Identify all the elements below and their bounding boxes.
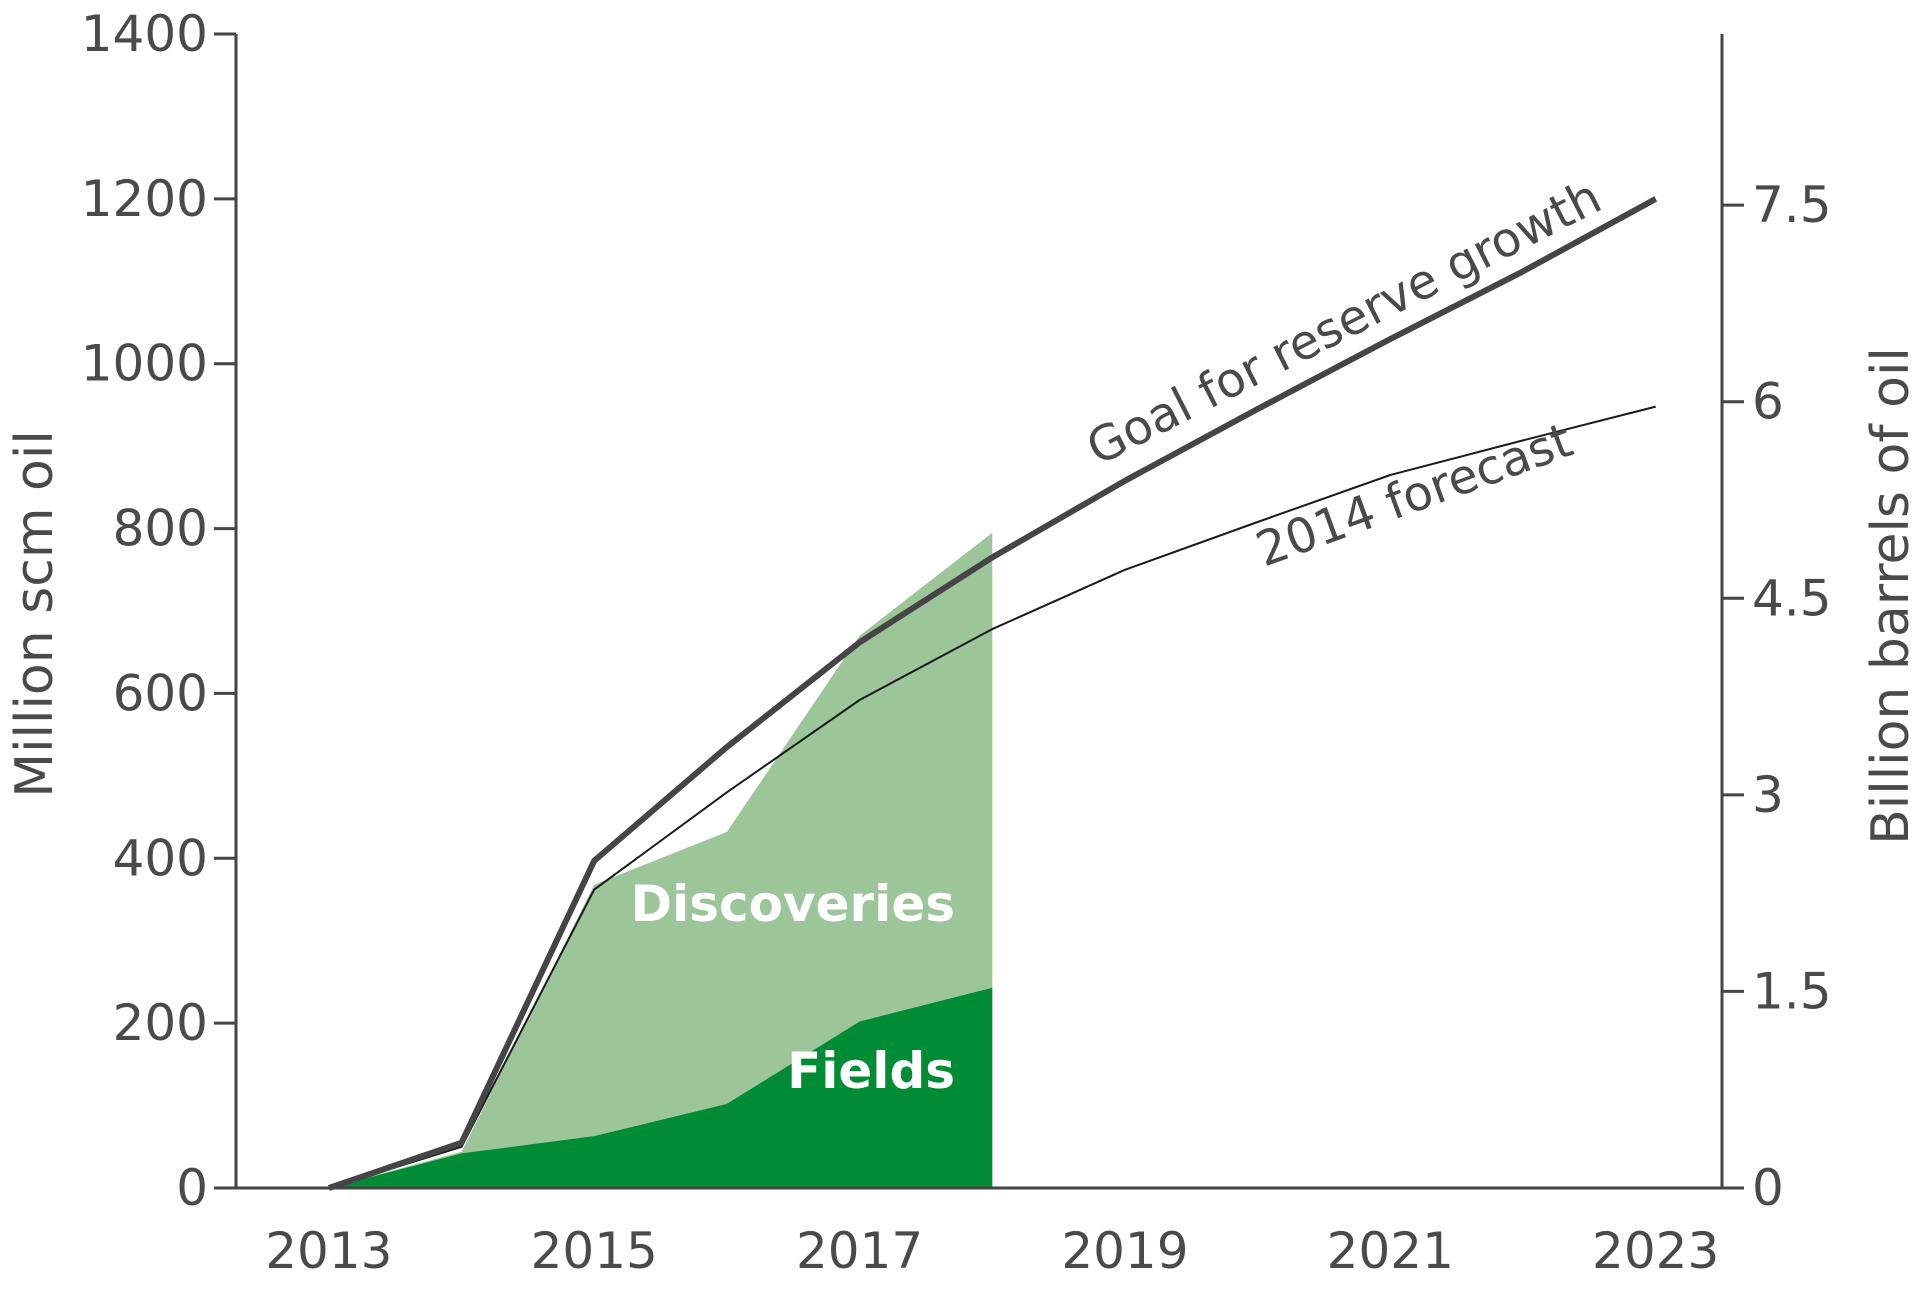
forecast-line-label: 2014 forecast <box>1249 412 1580 578</box>
y2-tick-label: 0 <box>1752 1159 1784 1217</box>
y-tick-label: 400 <box>113 829 208 887</box>
x-tick-label: 2023 <box>1592 1222 1719 1280</box>
left-y-ticks: 0 200 400 600 800 1000 1200 1400 <box>81 5 236 1217</box>
y2-tick-label: 6 <box>1752 373 1784 431</box>
y2-tick-label: 7.5 <box>1752 176 1832 234</box>
x-tick-label: 2015 <box>531 1222 658 1280</box>
fields-label: Fields <box>787 1042 955 1100</box>
y2-tick-label: 4.5 <box>1752 569 1832 627</box>
y-tick-label: 600 <box>113 664 208 722</box>
goal-reserve-growth-line <box>327 196 1658 1191</box>
x-tick-label: 2013 <box>265 1222 392 1280</box>
y-tick-label: 1200 <box>81 170 208 228</box>
x-ticks: 2013 2015 2017 2019 2021 2023 <box>265 1222 1719 1280</box>
y2-axis-title: Billion barrels of oil <box>1861 347 1920 845</box>
x-tick-label: 2017 <box>796 1222 923 1280</box>
y-tick-label: 800 <box>113 500 208 558</box>
fields-area <box>328 987 993 1188</box>
y-axis-title: Million scm oil <box>5 430 65 798</box>
y-tick-label: 1400 <box>81 5 208 63</box>
discoveries-area <box>328 532 993 1188</box>
y2-tick-label: 1.5 <box>1752 962 1832 1020</box>
y-tick-label: 1000 <box>81 335 208 393</box>
y-tick-label: 200 <box>113 994 208 1052</box>
x-tick-label: 2021 <box>1327 1222 1454 1280</box>
forecast-2014-line <box>328 405 1656 1189</box>
y-tick-label: 0 <box>176 1159 208 1217</box>
x-tick-label: 2019 <box>1061 1222 1188 1280</box>
discoveries-label: Discoveries <box>631 875 955 933</box>
y2-tick-label: 3 <box>1752 766 1784 824</box>
right-y-ticks: 0 1.5 3 4.5 6 7.5 <box>1722 176 1832 1217</box>
